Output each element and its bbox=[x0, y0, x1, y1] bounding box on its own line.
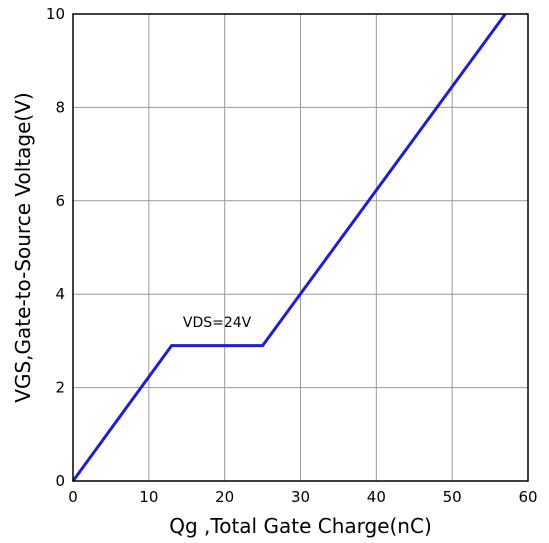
y-axis-label: VGS,Gate-to-Source Voltage(V) bbox=[11, 92, 35, 402]
y-tick-label: 10 bbox=[46, 5, 65, 23]
x-axis-label: Qg ,Total Gate Charge(nC) bbox=[169, 514, 432, 538]
series-layer bbox=[71, 13, 507, 482]
x-tick-label: 20 bbox=[215, 488, 234, 506]
x-tick-label: 50 bbox=[443, 488, 462, 506]
y-tick-label: 8 bbox=[55, 98, 65, 116]
annotation-label: VDS=24V bbox=[183, 315, 252, 331]
y-tick-label: 6 bbox=[55, 192, 65, 210]
x-tick-label: 60 bbox=[518, 488, 537, 506]
series-line bbox=[71, 13, 507, 482]
x-tick-label: 40 bbox=[367, 488, 386, 506]
y-tick-label: 4 bbox=[55, 285, 65, 303]
x-tick-labels: 0 10 20 30 40 50 60 bbox=[68, 488, 537, 506]
annotations: VDS=24V bbox=[183, 315, 252, 331]
x-tick-label: 30 bbox=[291, 488, 310, 506]
y-tick-label: 0 bbox=[55, 472, 65, 490]
plot-frame bbox=[72, 13, 529, 482]
grid bbox=[73, 14, 528, 481]
x-tick-label: 10 bbox=[139, 488, 158, 506]
x-tick-label: 0 bbox=[68, 488, 78, 506]
y-tick-labels: 0 2 4 6 8 10 bbox=[46, 5, 65, 490]
y-tick-label: 2 bbox=[55, 379, 65, 397]
